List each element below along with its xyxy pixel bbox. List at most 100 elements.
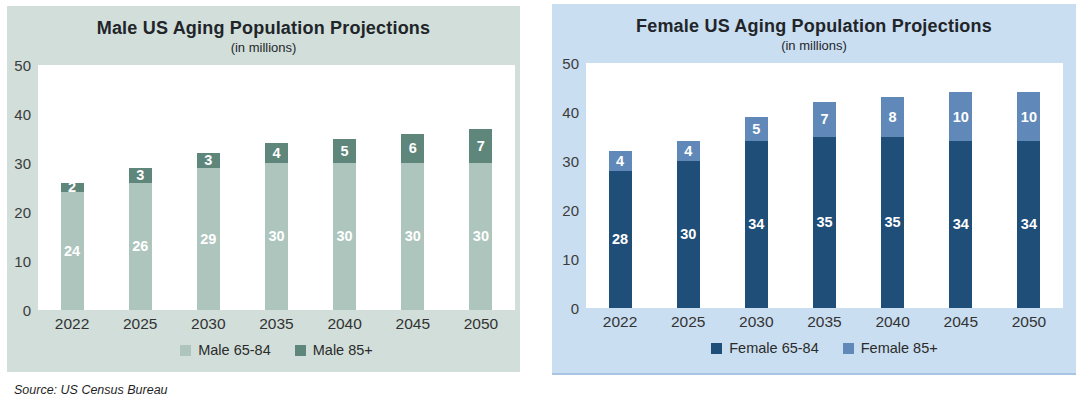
y-axis-tick: 0 bbox=[571, 301, 579, 316]
bar-column: 7 35 bbox=[790, 102, 858, 308]
legend-item: Female 65-84 bbox=[711, 340, 818, 356]
legend-item: Male 65-84 bbox=[180, 342, 271, 358]
bar-column: 10 34 bbox=[995, 92, 1063, 308]
female-chart-subtitle: (in millions) bbox=[552, 38, 1076, 53]
y-axis-tick: 10 bbox=[562, 252, 579, 267]
bar-segment-male-85-: 2 bbox=[61, 183, 84, 193]
y-axis-tick: 30 bbox=[14, 156, 31, 171]
stacked-bar: 3 29 bbox=[197, 153, 220, 310]
y-axis-tick: 40 bbox=[562, 105, 579, 120]
y-axis-tick: 30 bbox=[562, 154, 579, 169]
stacked-bar: 2 24 bbox=[61, 183, 84, 310]
bar-column: 3 26 bbox=[106, 168, 174, 310]
bar-value-label: 3 bbox=[136, 168, 144, 183]
stacked-bar: 8 35 bbox=[881, 97, 904, 308]
bar-value-label: 35 bbox=[885, 215, 901, 230]
bar-value-label: 30 bbox=[268, 229, 284, 244]
stacked-bar: 630 bbox=[401, 134, 424, 310]
bar-column: 4 30 bbox=[242, 143, 310, 310]
bar-value-label: 10 bbox=[1021, 110, 1037, 125]
female-chart-card: Female US Aging Population Projections (… bbox=[552, 4, 1076, 375]
legend-swatch bbox=[711, 343, 722, 354]
stacked-bar: 4 30 bbox=[265, 143, 288, 310]
x-axis-label: 2045 bbox=[379, 315, 447, 333]
source-note: Source: US Census Bureau bbox=[14, 383, 168, 397]
legend-swatch bbox=[180, 345, 191, 356]
bar-segment-female-85-: 7 bbox=[813, 102, 836, 136]
bar-value-label: 8 bbox=[889, 110, 897, 125]
bar-value-label: 26 bbox=[132, 239, 148, 254]
x-axis-label: 2030 bbox=[722, 313, 790, 331]
bar-value-label: 34 bbox=[1021, 217, 1037, 232]
legend: Male 65-84 Male 85+ bbox=[38, 342, 515, 358]
bar-segment-female-85-: 5 bbox=[745, 117, 768, 142]
bar-segment-male-65-84: 30 bbox=[401, 163, 424, 310]
bar-value-label: 4 bbox=[272, 146, 280, 161]
x-axis-label: 2050 bbox=[447, 315, 515, 333]
stacked-bar: 10 34 bbox=[1017, 92, 1040, 308]
bar-value-label: 35 bbox=[816, 215, 832, 230]
bar-value-label: 7 bbox=[477, 139, 485, 154]
bar-value-label: 10 bbox=[953, 110, 969, 125]
bar-segment-female-65-84: 34 bbox=[949, 141, 972, 308]
x-axis-label: 2040 bbox=[859, 313, 927, 331]
legend-label: Male 65-84 bbox=[198, 342, 271, 358]
bar-value-label: 3 bbox=[204, 153, 212, 168]
stacked-bar: 5 30 bbox=[333, 139, 356, 311]
bar-segment-male-85-: 3 bbox=[197, 153, 220, 168]
bar-column: 4 30 bbox=[654, 141, 722, 308]
bar-segment-female-65-84: 34 bbox=[1017, 141, 1040, 308]
bar-column: 5 30 bbox=[311, 139, 379, 311]
bar-column: 10 34 bbox=[927, 92, 995, 308]
bar-value-label: 29 bbox=[200, 232, 216, 247]
bar-segment-female-85-: 10 bbox=[949, 92, 972, 141]
male-plot-row: 01020304050 224326329430530630730 bbox=[7, 65, 520, 310]
y-axis-tick: 20 bbox=[562, 203, 579, 218]
x-axis-label: 2035 bbox=[790, 313, 858, 331]
bar-segment-male-65-84: 30 bbox=[265, 163, 288, 310]
bar-value-label: 5 bbox=[752, 122, 760, 137]
stacked-bar: 3 26 bbox=[129, 168, 152, 310]
bar-value-label: 4 bbox=[684, 144, 692, 159]
bar-column: 7 30 bbox=[447, 129, 515, 310]
bar-value-label: 34 bbox=[953, 217, 969, 232]
bar-segment-female-65-84: 35 bbox=[813, 137, 836, 309]
bar-segment-male-85-: 4 bbox=[265, 143, 288, 163]
bar-segment-female-65-84: 34 bbox=[745, 141, 768, 308]
x-axis-label: 2045 bbox=[927, 313, 995, 331]
bar-column: 534 bbox=[722, 117, 790, 308]
legend-label: Female 85+ bbox=[861, 340, 938, 356]
bar-value-label: 5 bbox=[341, 144, 349, 159]
legend: Female 65-84 Female 85+ bbox=[586, 340, 1063, 356]
y-axis: 01020304050 bbox=[552, 63, 586, 308]
bar-value-label: 24 bbox=[64, 244, 80, 259]
stacked-bar: 4 28 bbox=[609, 151, 632, 308]
bar-value-label: 28 bbox=[612, 232, 628, 247]
bar-value-label: 4 bbox=[616, 154, 624, 169]
bar-segment-male-85-: 6 bbox=[401, 134, 424, 163]
bar-segment-male-65-84: 29 bbox=[197, 168, 220, 310]
stacked-bar: 7 30 bbox=[469, 129, 492, 310]
bar-segment-female-85-: 4 bbox=[609, 151, 632, 171]
x-axis-label: 2022 bbox=[38, 315, 106, 333]
bar-value-label: 30 bbox=[337, 229, 353, 244]
bar-column: 2 24 bbox=[38, 183, 106, 310]
y-axis-tick: 50 bbox=[562, 56, 579, 71]
plot-area: 42843053473583510341034 bbox=[586, 63, 1063, 308]
bar-column: 3 29 bbox=[174, 153, 242, 310]
legend-label: Female 65-84 bbox=[729, 340, 818, 356]
bar-segment-female-65-84: 35 bbox=[881, 137, 904, 309]
bar-segment-male-65-84: 26 bbox=[129, 183, 152, 310]
legend-item: Female 85+ bbox=[843, 340, 938, 356]
bar-segment-male-65-84: 30 bbox=[469, 163, 492, 310]
stacked-bar: 4 30 bbox=[677, 141, 700, 308]
x-axis: 2022202520302035204020452050 bbox=[586, 313, 1063, 331]
stacked-bar: 7 35 bbox=[813, 102, 836, 308]
y-axis-tick: 50 bbox=[14, 58, 31, 73]
legend-label: Male 85+ bbox=[313, 342, 373, 358]
bar-value-label: 30 bbox=[680, 227, 696, 242]
y-axis-tick: 0 bbox=[23, 303, 31, 318]
male-chart-title: Male US Aging Population Projections bbox=[7, 18, 520, 39]
female-plot-row: 01020304050 42843053473583510341034 bbox=[552, 63, 1076, 308]
y-axis-tick: 10 bbox=[14, 254, 31, 269]
